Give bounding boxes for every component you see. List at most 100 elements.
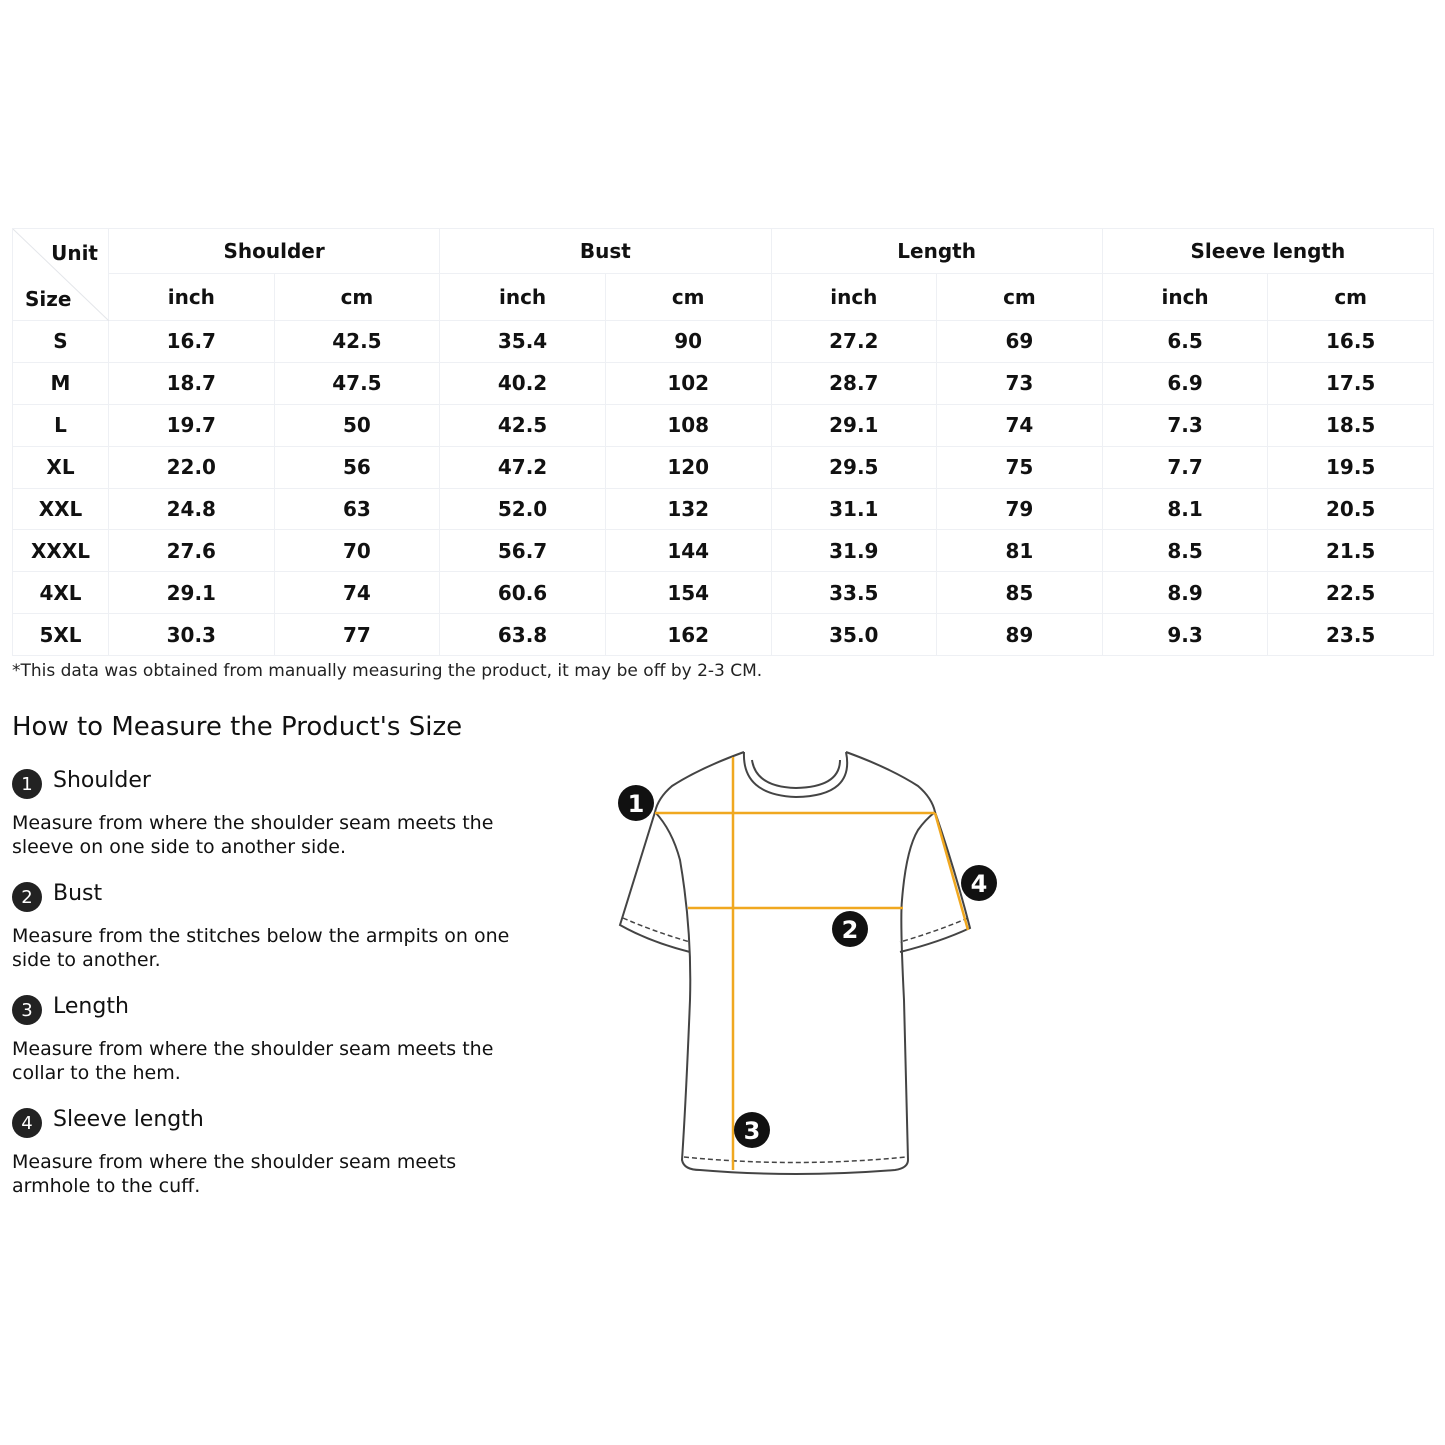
measurement-note: *This data was obtained from manually me… <box>12 661 763 681</box>
corner-cell: Unit Size <box>13 229 109 321</box>
value-cell: 47.2 <box>440 446 606 489</box>
value-cell: 154 <box>605 572 772 615</box>
number-badge-icon: 3 <box>12 995 42 1025</box>
unit-header: inch <box>1102 274 1269 321</box>
group-header: Shoulder <box>109 229 441 274</box>
value-cell: 33.5 <box>771 572 938 615</box>
guide-item-label: Shoulder <box>53 768 151 793</box>
value-cell: 70 <box>274 530 441 573</box>
guide-item-label: Sleeve length <box>53 1107 204 1132</box>
value-cell: 42.5 <box>440 404 606 447</box>
value-cell: 9.3 <box>1102 614 1269 656</box>
value-cell: 74 <box>937 404 1103 447</box>
value-cell: 22.5 <box>1268 572 1434 615</box>
group-header: Bust <box>440 229 772 274</box>
value-cell: 23.5 <box>1268 614 1434 656</box>
value-cell: 42.5 <box>274 321 441 363</box>
value-cell: 31.1 <box>771 488 938 531</box>
group-header: Length <box>771 229 1103 274</box>
size-cell: M <box>13 362 109 405</box>
value-cell: 120 <box>605 446 772 489</box>
value-cell: 19.7 <box>109 404 275 447</box>
measurement-lines <box>655 757 970 1170</box>
corner-size-label: Size <box>25 287 72 311</box>
marker-4: 4 <box>961 865 997 901</box>
value-cell: 6.9 <box>1102 362 1269 405</box>
value-cell: 40.2 <box>440 362 606 405</box>
guide-item-description: Measure from where the shoulder seam mee… <box>12 1038 494 1084</box>
number-badge-icon: 4 <box>12 1108 42 1138</box>
size-table: Unit Size Shoulder Bust Length Sleeve length i… <box>12 228 1434 656</box>
unit-header: inch <box>440 274 606 321</box>
value-cell: 29.1 <box>109 572 275 615</box>
value-cell: 17.5 <box>1268 362 1434 405</box>
svg-text:1: 1 <box>628 790 645 818</box>
value-cell: 56 <box>274 446 441 489</box>
value-cell: 16.7 <box>109 321 275 363</box>
value-cell: 27.2 <box>771 321 938 363</box>
value-cell: 69 <box>937 321 1103 363</box>
size-cell: 5XL <box>13 614 109 656</box>
value-cell: 63 <box>274 488 441 531</box>
size-cell: S <box>13 321 109 363</box>
number-badge-icon: 2 <box>12 882 42 912</box>
value-cell: 21.5 <box>1268 530 1434 573</box>
value-cell: 6.5 <box>1102 321 1269 363</box>
value-cell: 77 <box>274 614 441 656</box>
guide-item-label: Bust <box>53 881 103 906</box>
value-cell: 8.1 <box>1102 488 1269 531</box>
value-cell: 144 <box>605 530 772 573</box>
size-cell: XXXL <box>13 530 109 573</box>
value-cell: 74 <box>274 572 441 615</box>
value-cell: 85 <box>937 572 1103 615</box>
guide-item-description: Measure from the stitches below the armp… <box>12 925 510 971</box>
unit-header: inch <box>771 274 938 321</box>
value-cell: 63.8 <box>440 614 606 656</box>
unit-header: cm <box>1268 274 1434 321</box>
number-badge-icon: 1 <box>12 769 42 799</box>
corner-unit-label: Unit <box>51 241 98 265</box>
value-cell: 7.7 <box>1102 446 1269 489</box>
value-cell: 24.8 <box>109 488 275 531</box>
unit-header: cm <box>274 274 441 321</box>
marker-2: 2 <box>832 911 868 947</box>
size-cell: XXL <box>13 488 109 531</box>
value-cell: 19.5 <box>1268 446 1434 489</box>
sleeve-line <box>933 812 970 931</box>
value-cell: 162 <box>605 614 772 656</box>
value-cell: 35.4 <box>440 321 606 363</box>
size-cell: 4XL <box>13 572 109 615</box>
value-cell: 30.3 <box>109 614 275 656</box>
guide-item-label: Length <box>53 994 129 1019</box>
value-cell: 60.6 <box>440 572 606 615</box>
value-cell: 16.5 <box>1268 321 1434 363</box>
svg-text:3: 3 <box>744 1117 761 1145</box>
value-cell: 108 <box>605 404 772 447</box>
value-cell: 31.9 <box>771 530 938 573</box>
guide-item-description: Measure from where the shoulder seam mee… <box>12 1151 457 1197</box>
value-cell: 28.7 <box>771 362 938 405</box>
value-cell: 20.5 <box>1268 488 1434 531</box>
marker-1: 1 <box>618 785 654 821</box>
marker-3: 3 <box>734 1112 770 1148</box>
value-cell: 27.6 <box>109 530 275 573</box>
value-cell: 7.3 <box>1102 404 1269 447</box>
size-cell: L <box>13 404 109 447</box>
value-cell: 79 <box>937 488 1103 531</box>
value-cell: 75 <box>937 446 1103 489</box>
value-cell: 47.5 <box>274 362 441 405</box>
value-cell: 29.1 <box>771 404 938 447</box>
value-cell: 102 <box>605 362 772 405</box>
value-cell: 29.5 <box>771 446 938 489</box>
value-cell: 56.7 <box>440 530 606 573</box>
value-cell: 90 <box>605 321 772 363</box>
value-cell: 50 <box>274 404 441 447</box>
group-header: Sleeve length <box>1102 229 1434 274</box>
unit-header: inch <box>109 274 275 321</box>
value-cell: 52.0 <box>440 488 606 531</box>
tshirt-outline <box>618 751 972 1175</box>
value-cell: 8.5 <box>1102 530 1269 573</box>
value-cell: 8.9 <box>1102 572 1269 615</box>
svg-text:4: 4 <box>971 870 988 898</box>
